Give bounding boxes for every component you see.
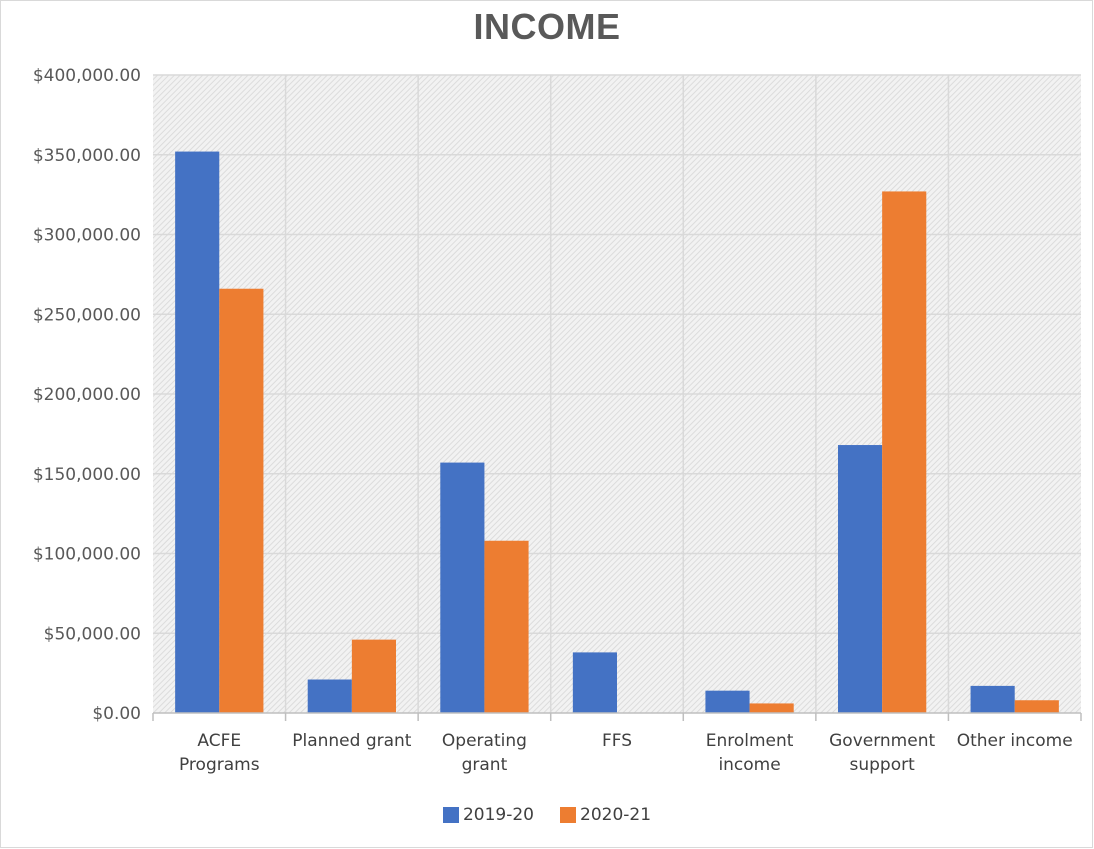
y-tick-label: $250,000.00	[33, 305, 141, 325]
bars	[175, 151, 1059, 713]
bar-2020-21-0	[219, 288, 264, 713]
x-tick-label: Enrolment income	[706, 731, 794, 775]
chart-title: INCOME	[473, 6, 621, 47]
x-tick-label: Operating grant	[442, 731, 527, 775]
bar-2019-20-1	[307, 679, 352, 713]
y-tick-label: $200,000.00	[33, 385, 141, 405]
y-tick-label: $100,000.00	[33, 545, 141, 565]
x-tick-label: Planned grant	[292, 731, 412, 751]
bar-2019-20-4	[705, 690, 750, 713]
gridlines	[153, 74, 1081, 713]
x-tick-label: Other income	[957, 731, 1073, 751]
y-tick-label: $350,000.00	[33, 146, 141, 166]
legend-item-2019-20: 2019-20	[442, 805, 534, 825]
legend-item-2020-21: 2020-21	[560, 805, 651, 825]
legend: 2019-20 2020-21	[0, 805, 1094, 825]
legend-label-2019-20: 2019-20	[462, 805, 534, 825]
bar-2019-20-5	[837, 445, 883, 713]
bar-2020-21-5	[882, 191, 927, 713]
x-tick-label: FFS	[602, 731, 632, 751]
bar-2020-21-1	[351, 639, 397, 713]
legend-swatch-2020-21	[560, 807, 576, 823]
bar-2019-20-2	[440, 462, 485, 713]
x-tick-label: Government support	[829, 731, 935, 775]
axis-labels: $0.00 $50,000.00 $100,000.00 $150,000.00 $20…	[33, 66, 1073, 775]
y-tick-label: $0.00	[92, 704, 141, 724]
y-tick-label: $50,000.00	[44, 624, 141, 644]
axes	[152, 712, 1082, 721]
bar-2019-20-3	[572, 652, 617, 713]
y-tick-label: $300,000.00	[33, 226, 141, 246]
bar-2019-20-0	[175, 151, 220, 713]
legend-label-2020-21: 2020-21	[580, 805, 652, 825]
bar-2020-21-2	[484, 540, 529, 713]
legend-swatch-2019-20	[442, 807, 459, 823]
bar-2020-21-6	[1014, 700, 1059, 713]
y-tick-label: $400,000.00	[33, 66, 141, 86]
bar-2019-20-6	[970, 685, 1015, 713]
bar-2020-21-4	[749, 703, 794, 713]
x-tick-label: ACFE Programs	[179, 731, 260, 775]
y-tick-label: $150,000.00	[33, 465, 141, 485]
